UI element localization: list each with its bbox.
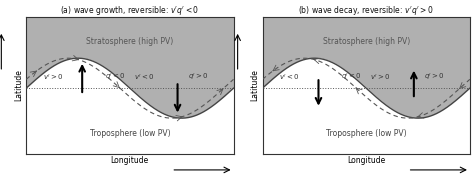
Text: Troposphere (low PV): Troposphere (low PV)	[326, 129, 407, 138]
Text: $q' < 0$: $q' < 0$	[341, 72, 362, 83]
Text: $v' > 0$: $v' > 0$	[43, 72, 64, 82]
Text: $v' > 0$: $v' > 0$	[371, 72, 391, 82]
X-axis label: Longitude: Longitude	[111, 156, 149, 165]
Text: $q' > 0$: $q' > 0$	[188, 72, 209, 83]
Y-axis label: Latitude: Latitude	[251, 70, 260, 101]
Y-axis label: Latitude: Latitude	[14, 70, 23, 101]
Text: $q' < 0$: $q' < 0$	[105, 72, 126, 83]
Text: Stratosphere (high PV): Stratosphere (high PV)	[322, 37, 410, 46]
Text: $v' < 0$: $v' < 0$	[279, 72, 300, 82]
Text: Troposphere (low PV): Troposphere (low PV)	[90, 129, 170, 138]
Text: Stratosphere (high PV): Stratosphere (high PV)	[86, 37, 173, 46]
Title: (a) wave growth, reversible: $v'q' < 0$: (a) wave growth, reversible: $v'q' < 0$	[60, 4, 200, 17]
Text: $v' < 0$: $v' < 0$	[134, 72, 155, 82]
X-axis label: Longitude: Longitude	[347, 156, 385, 165]
Text: $q' > 0$: $q' > 0$	[424, 72, 445, 83]
Title: (b) wave decay, reversible: $v'q' > 0$: (b) wave decay, reversible: $v'q' > 0$	[298, 4, 434, 17]
